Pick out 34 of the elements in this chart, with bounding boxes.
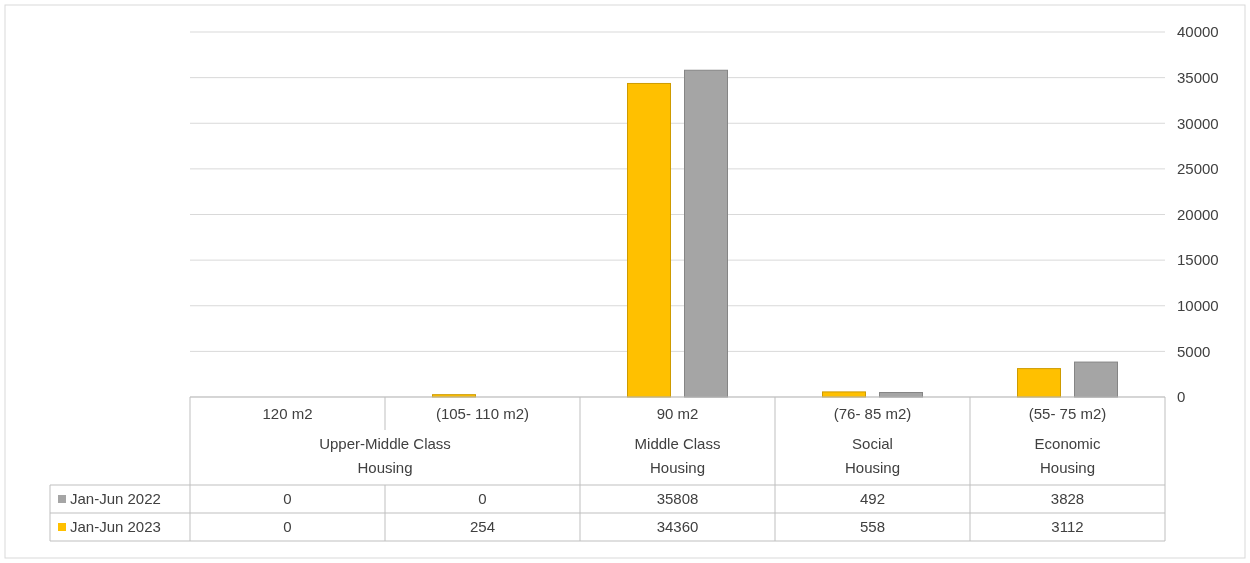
bar	[1017, 368, 1061, 398]
data-label: 0	[283, 490, 292, 508]
data-label: 254	[469, 518, 496, 536]
text: Middle Class Housing	[634, 435, 721, 477]
x-tick-label: (55- 75 m2)	[1028, 404, 1107, 422]
y-tick-label: 30000	[1177, 114, 1219, 132]
x-tick-label: (105- 110 m2)	[435, 404, 530, 422]
text: Social Housing	[844, 435, 901, 477]
data-label: 0	[478, 490, 487, 508]
x-tick-label: (76- 85 m2)	[833, 404, 912, 422]
y-tick-label: 35000	[1177, 68, 1219, 86]
y-tick-label: 40000	[1177, 23, 1219, 41]
data-label: 3112	[1051, 518, 1084, 536]
y-tick-label: 5000	[1177, 342, 1211, 360]
data-label: 35808	[656, 490, 699, 508]
bar	[684, 69, 728, 398]
legend-label: Jan-Jun 2022	[70, 490, 161, 508]
data-label: 0	[283, 518, 292, 536]
text: Economic Housing	[1034, 435, 1101, 477]
data-label: 558	[859, 518, 886, 536]
bar	[627, 82, 671, 398]
y-tick-label: 0	[1177, 388, 1186, 406]
text: Upper-Middle Class Housing	[319, 435, 451, 477]
y-tick-label: 15000	[1177, 251, 1219, 269]
y-tick-label: 20000	[1177, 205, 1219, 223]
y-tick-label: 25000	[1177, 160, 1219, 178]
legend-label: Jan-Jun 2023	[70, 518, 161, 536]
data-label: 34360	[656, 518, 699, 536]
y-tick-label: 10000	[1177, 297, 1219, 314]
x-tick-label: 120 m2	[262, 404, 313, 422]
data-label: 492	[859, 490, 886, 508]
x-tick-label: 90 m2	[656, 404, 699, 422]
bar	[1074, 361, 1118, 398]
data-label: 3828	[1050, 490, 1085, 508]
